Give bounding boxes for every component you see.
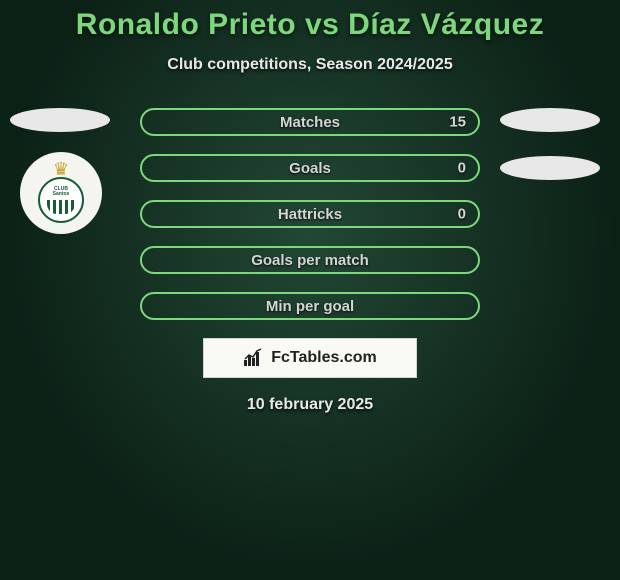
stat-pill: Goals 0: [140, 154, 480, 182]
stat-pill: Goals per match: [140, 246, 480, 274]
club-badge-inner: ♛ CLUB Santos: [31, 163, 91, 223]
stat-right-value: 0: [458, 160, 466, 177]
stat-pill: Hattricks 0: [140, 200, 480, 228]
stat-row-matches: Matches 15: [140, 108, 480, 136]
stat-pill: Matches 15: [140, 108, 480, 136]
stat-row-goals-per-match: Goals per match: [140, 246, 480, 274]
right-avatar-placeholder-2: [500, 156, 600, 180]
stat-label: Goals per match: [251, 252, 369, 269]
brand-text: FcTables.com: [271, 349, 377, 367]
stat-row-min-per-goal: Min per goal: [140, 292, 480, 320]
stat-right-value: 0: [458, 206, 466, 223]
left-avatar-placeholder: [10, 108, 110, 132]
stat-row-hattricks: Hattricks 0: [140, 200, 480, 228]
stat-pill: Min per goal: [140, 292, 480, 320]
date-text: 10 february 2025: [247, 396, 373, 414]
right-avatar-placeholder-1: [500, 108, 600, 132]
stat-label: Min per goal: [266, 298, 354, 315]
comparison-title: Ronaldo Prieto vs Díaz Vázquez: [76, 8, 544, 42]
badge-line-2: Santos: [53, 192, 70, 198]
stat-label: Hattricks: [278, 206, 342, 223]
stat-label: Goals: [289, 160, 331, 177]
badge-shield: CLUB Santos: [38, 177, 84, 223]
stats-area: ♛ CLUB Santos Matches 15 Goals 0 Hat: [0, 108, 620, 320]
bar-chart-icon: [243, 348, 265, 368]
stat-right-value: 15: [449, 114, 466, 131]
stat-label: Matches: [280, 114, 340, 131]
infographic-container: Ronaldo Prieto vs Díaz Vázquez Club comp…: [0, 0, 620, 414]
badge-stripes: [47, 200, 75, 214]
left-club-badge: ♛ CLUB Santos: [20, 152, 102, 234]
stat-row-goals: Goals 0: [140, 154, 480, 182]
source-brand-box: FcTables.com: [203, 338, 417, 378]
comparison-subtitle: Club competitions, Season 2024/2025: [167, 56, 452, 74]
